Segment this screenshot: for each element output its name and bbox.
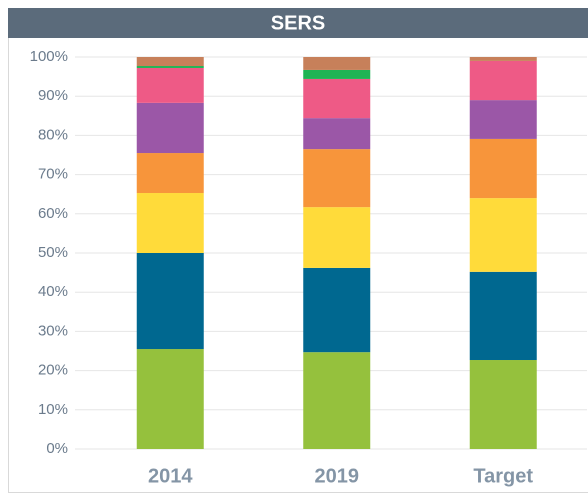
- y-tick-label: 0%: [46, 440, 68, 457]
- y-tick-label: 20%: [38, 362, 68, 379]
- bar-segment: [469, 198, 537, 272]
- bar-segment: [303, 57, 371, 70]
- y-tick-label: 100%: [30, 48, 68, 65]
- bar-segment: [303, 149, 371, 208]
- y-tick-label: 90%: [38, 87, 68, 104]
- bar-segment: [303, 118, 371, 150]
- y-tick-label: 30%: [38, 322, 68, 339]
- y-tick-label: 80%: [38, 126, 68, 143]
- bar-segment: [469, 100, 537, 139]
- y-tick-label: 10%: [38, 401, 68, 418]
- bar-segment: [303, 78, 371, 119]
- bar-segment: [303, 352, 371, 449]
- bar-segment: [136, 349, 204, 449]
- bar-segment: [136, 102, 204, 154]
- bar-segment: [469, 271, 537, 361]
- bar-segment: [469, 57, 537, 61]
- bar-segment: [469, 60, 537, 101]
- bar-segment: [136, 193, 204, 253]
- bar-segment: [136, 66, 204, 68]
- bar-segment: [469, 360, 537, 449]
- bar-segment: [303, 69, 371, 79]
- bar-segment: [136, 253, 204, 350]
- y-tick-label: 40%: [38, 283, 68, 300]
- x-tick-label: Target: [473, 465, 533, 487]
- bar-segment: [303, 267, 371, 353]
- bar-segment: [136, 57, 204, 67]
- bar-segment: [136, 67, 204, 103]
- y-tick-label: 60%: [38, 205, 68, 222]
- chart-title: SERS: [271, 12, 325, 34]
- x-tick-label: 2019: [315, 465, 360, 487]
- y-tick-label: 50%: [38, 244, 68, 261]
- y-tick-label: 70%: [38, 166, 68, 183]
- x-tick-label: 2014: [148, 465, 193, 487]
- bar-segment: [136, 153, 204, 194]
- title-bar: [8, 8, 588, 38]
- bar-segment: [303, 207, 371, 268]
- bar-segment: [469, 138, 537, 199]
